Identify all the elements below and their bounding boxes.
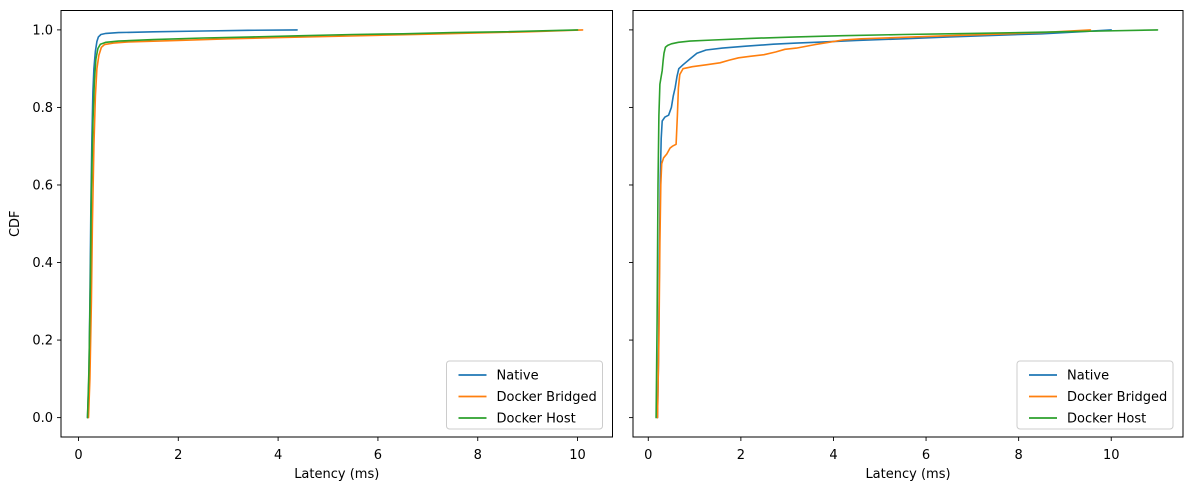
axes-frame bbox=[60, 10, 613, 438]
x-tick-label: 8 bbox=[474, 448, 482, 463]
legend-label: Native bbox=[497, 369, 539, 384]
legend-box bbox=[446, 360, 603, 430]
series-line-docker-bridged bbox=[87, 29, 584, 419]
legend-label: Docker Bridged bbox=[497, 390, 597, 405]
legend: Native Docker Bridged Docker Host bbox=[1016, 360, 1174, 430]
legend-label: Native bbox=[1067, 369, 1109, 384]
y-tick-label: 1.0 bbox=[32, 23, 53, 38]
x-tick-label: 2 bbox=[737, 448, 745, 463]
axes-left: 0 2 4 6 8 10 0.0 0.2 0.4 0.6 0.8 1.0 Latency (ms) CDF… bbox=[8, 10, 613, 482]
legend: Native Docker Bridged Docker Host bbox=[446, 360, 603, 430]
y-axis-label: CDF bbox=[8, 210, 23, 237]
legend-label: Docker Host bbox=[1067, 412, 1146, 427]
y-tick-label: 0.4 bbox=[32, 256, 53, 271]
x-tick-label: 0 bbox=[74, 448, 82, 463]
x-axis-label: Latency (ms) bbox=[294, 467, 379, 482]
x-tick-label: 2 bbox=[174, 448, 182, 463]
y-tick-label: 0.0 bbox=[32, 411, 53, 426]
series-line-docker-bridged bbox=[656, 29, 1092, 419]
axes-frame bbox=[632, 10, 1184, 438]
series-line-docker-host bbox=[655, 29, 1159, 419]
axes-right: 0 2 4 6 8 10 Latency (ms) Native Docker Bridged D… bbox=[629, 10, 1184, 482]
x-tick-label: 0 bbox=[644, 448, 652, 463]
x-tick-label: 4 bbox=[274, 448, 282, 463]
x-tick-label: 6 bbox=[374, 448, 382, 463]
x-tick-label: 6 bbox=[922, 448, 930, 463]
y-tick-label: 0.2 bbox=[32, 334, 53, 349]
legend-box bbox=[1016, 360, 1174, 430]
legend-label: Docker Bridged bbox=[1067, 390, 1167, 405]
y-tick-label: 0.6 bbox=[32, 178, 53, 193]
x-tick-label: 8 bbox=[1015, 448, 1023, 463]
series-line-docker-host bbox=[86, 29, 579, 419]
x-tick-label: 4 bbox=[829, 448, 837, 463]
x-axis-label: Latency (ms) bbox=[865, 467, 950, 482]
y-tick-label: 0.8 bbox=[32, 101, 53, 116]
series-line-native bbox=[656, 29, 1112, 419]
legend-label: Docker Host bbox=[497, 412, 576, 427]
x-tick-label: 10 bbox=[1103, 448, 1120, 463]
x-tick-label: 10 bbox=[569, 448, 586, 463]
